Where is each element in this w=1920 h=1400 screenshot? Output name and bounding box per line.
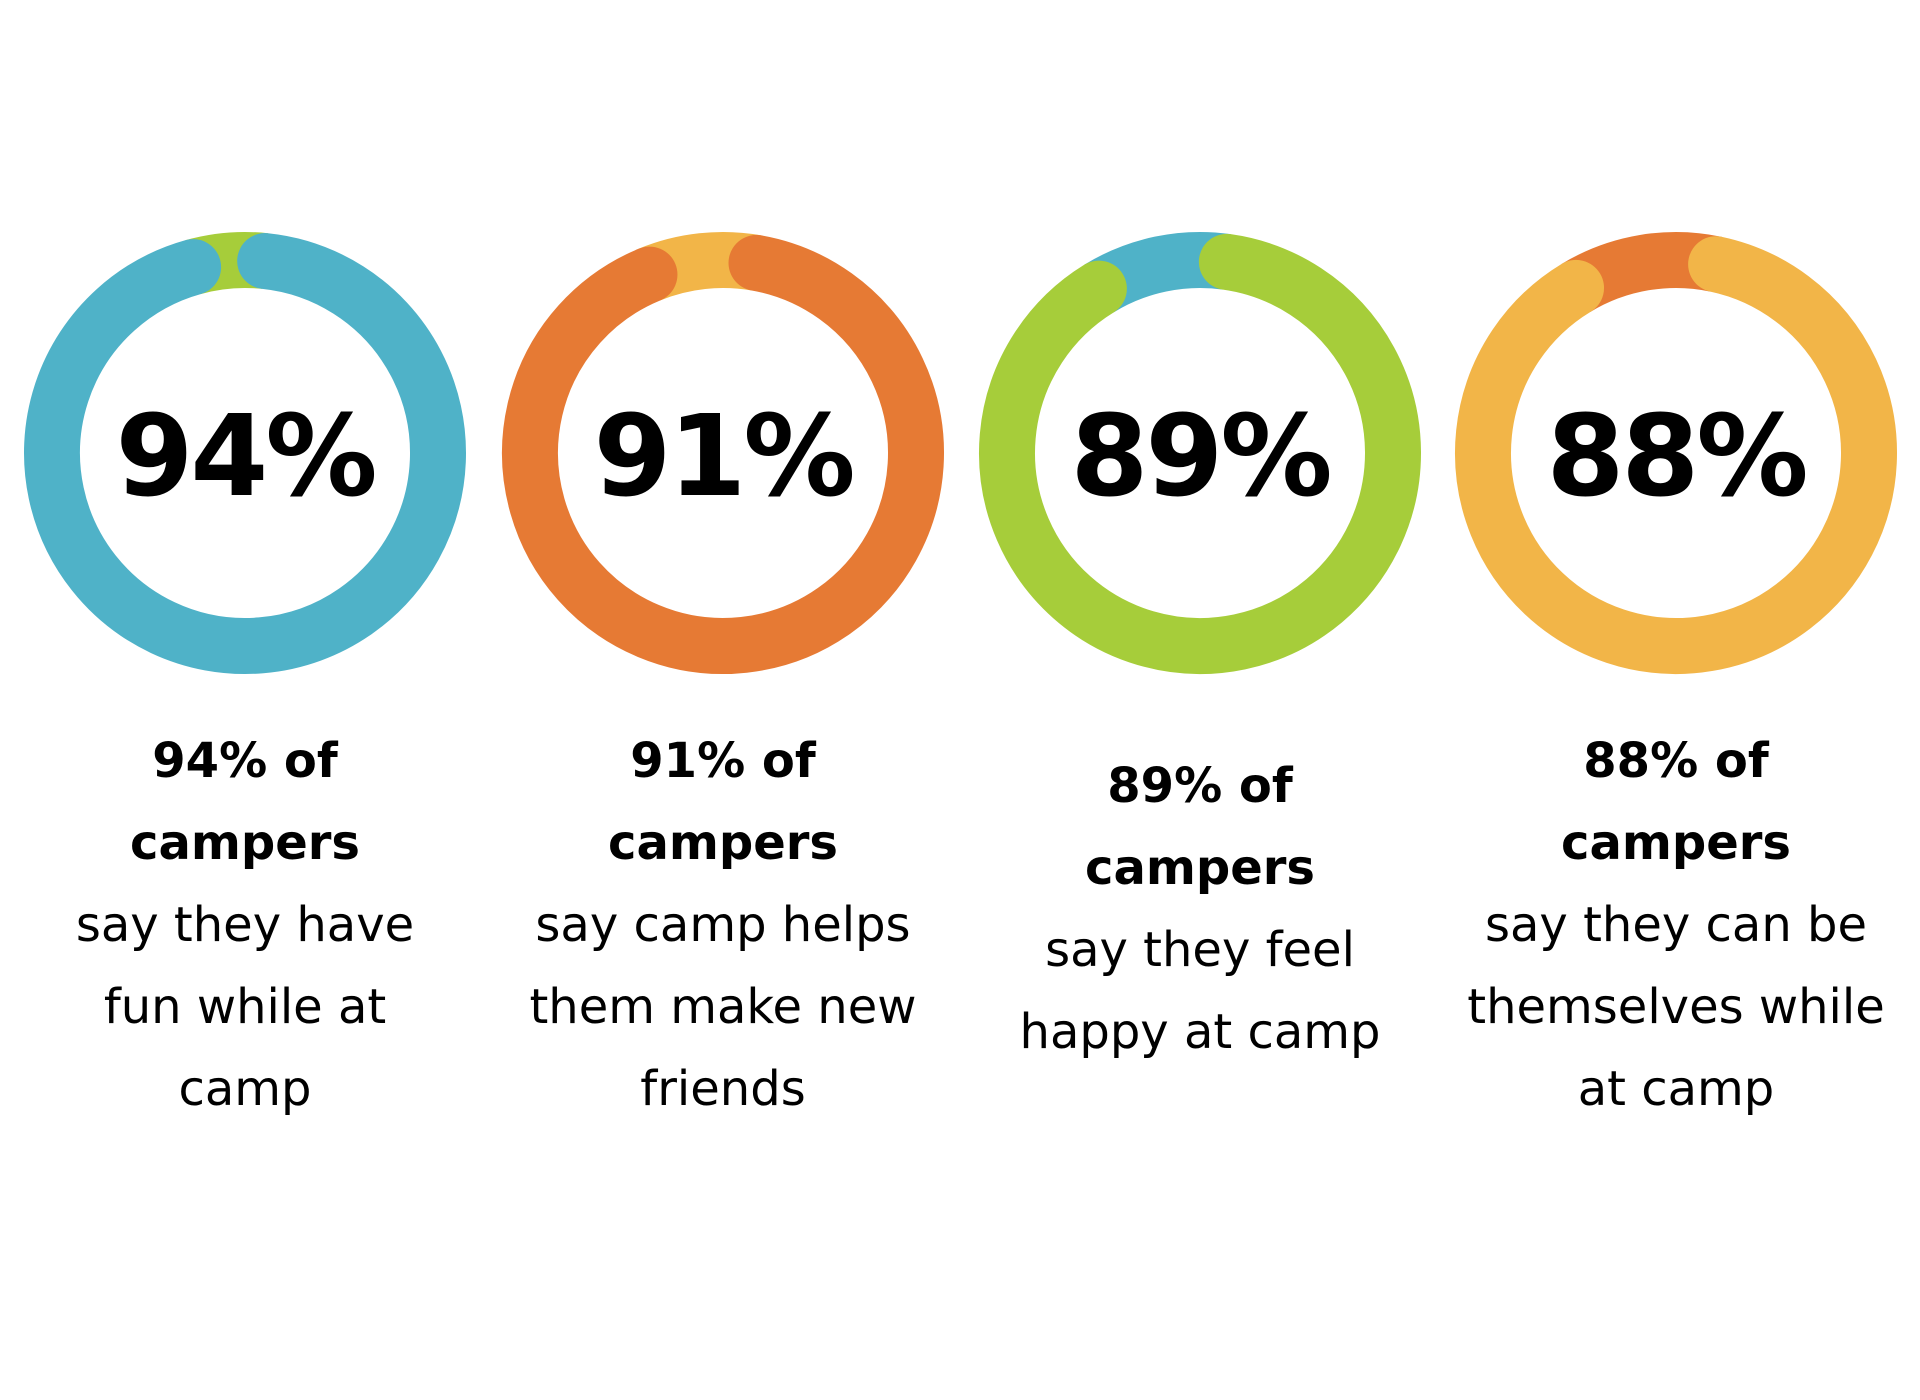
center-value: 88% (1546, 392, 1805, 522)
caption: 89% of campers say they feel happy at cam… (990, 745, 1410, 1073)
center-value: 91% (593, 392, 852, 522)
caption-text: say they have fun while at camp (75, 897, 415, 1117)
center-value: 89% (1070, 392, 1329, 522)
caption: 88% of campers say they can be themselves… (1466, 720, 1886, 1130)
caption-bold: 89% of campers (1084, 758, 1315, 896)
donut-segment (502, 234, 944, 674)
caption-bold: 91% of campers (607, 733, 838, 871)
donut-segment (979, 233, 1421, 674)
donut-segment (1455, 236, 1897, 674)
caption-text: say they feel happy at camp (1019, 922, 1381, 1060)
donut-segment (24, 233, 466, 674)
center-value: 94% (115, 392, 374, 522)
caption-text: say they can be themselves while at camp (1467, 897, 1885, 1117)
caption-bold: 94% of campers (129, 733, 360, 871)
caption-text: say camp helps them make new friends (529, 897, 917, 1117)
caption-bold: 88% of campers (1560, 733, 1791, 871)
caption: 94% of campers say they have fun while at… (35, 720, 455, 1130)
caption: 91% of campers say camp helps them make n… (513, 720, 933, 1130)
